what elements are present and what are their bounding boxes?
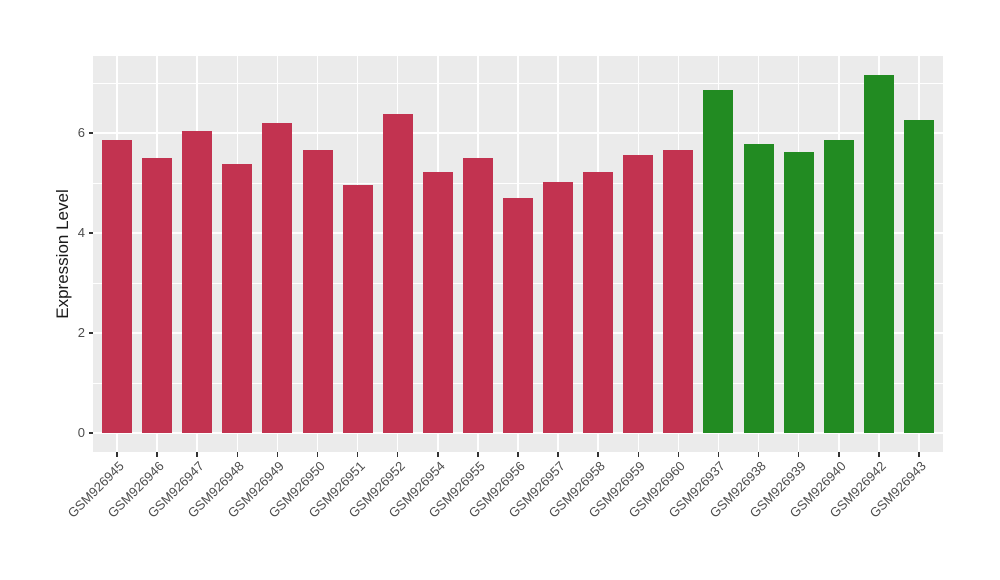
x-tick-mark [396,452,399,457]
bar [663,150,694,433]
x-tick-mark [797,452,800,457]
x-tick-mark [276,452,279,457]
bar [382,114,413,433]
x-tick-mark [637,452,640,457]
x-tick-mark [597,452,599,457]
x-tick-mark [517,452,519,457]
x-tick-mark [477,452,479,457]
y-tick-label: 0 [77,425,85,440]
y-tick-mark [88,432,93,434]
bar [823,140,854,433]
x-tick-mark [437,452,439,457]
x-tick-mark [557,452,559,457]
x-tick-mark [838,452,840,457]
bar [903,120,934,433]
y-tick-mark [88,332,93,334]
bar [583,172,614,433]
bar [543,182,574,433]
bar [302,150,333,433]
bar [182,131,213,433]
x-tick-mark [717,452,720,457]
x-tick-mark [356,452,359,457]
x-tick-mark [878,452,880,457]
x-tick-mark [316,452,319,457]
plot-panel [93,56,943,452]
bar [743,144,774,433]
bar [462,158,493,433]
x-tick-mark [677,452,680,457]
y-tick-mark [88,232,93,234]
bar [863,75,894,433]
y-tick-label: 4 [77,225,85,240]
y-tick-label: 6 [77,125,85,140]
bar [262,123,293,433]
x-tick-mark [116,452,118,457]
x-tick-mark [918,452,920,457]
bar [222,164,253,433]
x-tick-mark [757,452,760,457]
x-tick-mark [236,452,239,457]
x-tick-mark [156,452,158,457]
bar [623,155,654,433]
y-tick-label: 2 [77,325,85,340]
bar [422,172,453,433]
bar [142,158,173,433]
y-axis-title: Expression Level [53,189,72,319]
bar [783,152,814,433]
bar [703,90,734,433]
x-tick-mark [196,452,198,457]
bar [342,185,373,433]
bar [102,140,133,433]
bar [503,198,533,433]
y-tick-mark [88,132,93,134]
